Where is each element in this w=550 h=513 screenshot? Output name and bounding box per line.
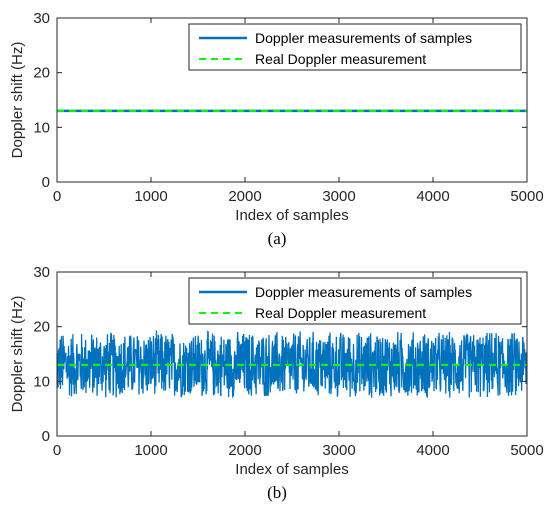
y-tick-label: 0: [42, 428, 50, 445]
panel-caption: (a): [268, 229, 287, 248]
x-tick-label: 4000: [416, 442, 449, 459]
chart-panel-a: 0 1000 2000 3000 4000 5000 0 10 20 30 Index of sam…: [9, 10, 544, 248]
y-tick-label: 10: [33, 119, 50, 136]
x-tick-label: 2000: [228, 442, 261, 459]
legend-label: Real Doppler measurement: [255, 51, 426, 67]
y-tick-label: 30: [33, 10, 50, 27]
y-tick-label: 10: [33, 373, 50, 390]
panel-caption: (b): [267, 483, 287, 502]
chart-panel-b: 0 1000 2000 3000 4000 5000 0 10 20 30 Index of sam…: [9, 264, 544, 502]
legend-label: Doppler measurements of samples: [255, 284, 472, 300]
x-tick-label: 1000: [134, 442, 167, 459]
legend-box: [188, 277, 522, 325]
axes-box: [56, 17, 528, 183]
x-tick-label: 3000: [322, 188, 355, 205]
legend-label: Doppler measurements of samples: [255, 30, 472, 46]
x-tick-label: 2000: [228, 188, 261, 205]
x-tick-label: 4000: [416, 188, 449, 205]
x-tick-label: 5000: [510, 188, 543, 205]
legend: Doppler measurements of samples Real Dopp…: [188, 23, 522, 71]
legend: Doppler measurements of samples Real Dopp…: [188, 277, 522, 325]
axes-box: [56, 271, 528, 437]
x-tick-label: 1000: [134, 188, 167, 205]
legend-box: [188, 23, 522, 71]
y-axis-label: Doppler shift (Hz): [9, 296, 26, 413]
x-axis-label: Index of samples: [235, 461, 348, 478]
x-axis-label: Index of samples: [235, 207, 348, 224]
legend-label: Real Doppler measurement: [255, 305, 426, 321]
x-tick-label: 0: [53, 442, 61, 459]
x-tick-label: 3000: [322, 442, 355, 459]
sample-doppler-line: [57, 330, 527, 398]
y-tick-label: 30: [33, 264, 50, 281]
y-tick-label: 20: [33, 65, 50, 82]
y-axis-label: Doppler shift (Hz): [9, 42, 26, 159]
x-tick-label: 5000: [510, 442, 543, 459]
y-tick-label: 20: [33, 319, 50, 336]
y-tick-label: 0: [42, 174, 50, 191]
x-tick-label: 0: [53, 188, 61, 205]
